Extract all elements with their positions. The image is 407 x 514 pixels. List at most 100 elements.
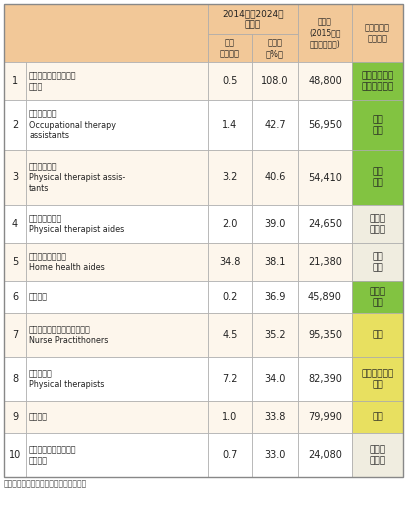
- Bar: [252, 243, 298, 281]
- Text: 108.0: 108.0: [261, 76, 289, 86]
- Bar: [298, 313, 352, 357]
- Bar: [26, 100, 208, 150]
- Bar: [208, 313, 252, 357]
- Bar: [4, 4, 208, 62]
- Text: 理学療法エイド
Physical therapist aides: 理学療法エイド Physical therapist aides: [29, 214, 124, 234]
- Bar: [208, 401, 252, 433]
- Bar: [208, 205, 252, 243]
- Bar: [26, 313, 208, 357]
- Bar: [298, 433, 352, 477]
- Bar: [4, 62, 26, 100]
- Text: 33.8: 33.8: [264, 412, 286, 422]
- Text: 36.9: 36.9: [264, 292, 286, 302]
- Text: 在宅医療スタッフ
Home health aides: 在宅医療スタッフ Home health aides: [29, 252, 105, 272]
- Text: 8: 8: [12, 374, 18, 384]
- Bar: [208, 34, 252, 62]
- Bar: [352, 433, 403, 477]
- Bar: [208, 150, 252, 205]
- Bar: [4, 313, 26, 357]
- Text: 1: 1: [12, 76, 18, 86]
- Text: 短大
卒業: 短大 卒業: [372, 115, 383, 135]
- Bar: [26, 357, 208, 401]
- Bar: [352, 357, 403, 401]
- Bar: [352, 401, 403, 433]
- Bar: [352, 243, 403, 281]
- Text: 人数
（万人）: 人数 （万人）: [220, 38, 240, 58]
- Bar: [4, 433, 26, 477]
- Bar: [352, 4, 403, 62]
- Bar: [4, 281, 26, 313]
- Text: 45,890: 45,890: [308, 292, 342, 302]
- Text: 専門学
校等: 専門学 校等: [370, 287, 385, 307]
- Text: 変化率
（%）: 変化率 （%）: [266, 38, 284, 58]
- Text: ナース・プラクティショナー
Nurse Practithoners: ナース・プラクティショナー Nurse Practithoners: [29, 325, 108, 345]
- Text: 学歴
不問: 学歴 不問: [372, 252, 383, 272]
- Text: 大学学科履修
（学位なし）: 大学学科履修 （学位なし）: [361, 71, 394, 91]
- Text: 0.2: 0.2: [222, 292, 238, 302]
- Text: 理学療法助手
Physical therapist assis-
tants: 理学療法助手 Physical therapist assis- tants: [29, 162, 125, 193]
- Bar: [298, 62, 352, 100]
- Text: 34.0: 34.0: [264, 374, 286, 384]
- Text: 修士: 修士: [372, 413, 383, 421]
- Bar: [208, 100, 252, 150]
- Bar: [298, 100, 352, 150]
- Bar: [4, 150, 26, 205]
- Text: 博士、専門職
学位: 博士、専門職 学位: [361, 369, 394, 389]
- Text: 高校卒
業程度: 高校卒 業程度: [370, 445, 385, 465]
- Text: 21,380: 21,380: [308, 257, 342, 267]
- Bar: [208, 62, 252, 100]
- Text: 年賃金
(2015年、
中央値、ドル): 年賃金 (2015年、 中央値、ドル): [309, 17, 341, 49]
- Bar: [252, 150, 298, 205]
- Bar: [26, 205, 208, 243]
- Text: 35.2: 35.2: [264, 330, 286, 340]
- Text: 5: 5: [12, 257, 18, 267]
- Bar: [26, 433, 208, 477]
- Text: 0.7: 0.7: [222, 450, 238, 460]
- Text: 38.1: 38.1: [264, 257, 286, 267]
- Text: 39.0: 39.0: [264, 219, 286, 229]
- Bar: [4, 100, 26, 150]
- Text: 2.0: 2.0: [222, 219, 238, 229]
- Text: 79,990: 79,990: [308, 412, 342, 422]
- Text: 24,650: 24,650: [308, 219, 342, 229]
- Bar: [26, 150, 208, 205]
- Bar: [252, 433, 298, 477]
- Text: 10: 10: [9, 450, 21, 460]
- Bar: [208, 357, 252, 401]
- Text: 7.2: 7.2: [222, 374, 238, 384]
- Bar: [352, 205, 403, 243]
- Bar: [208, 433, 252, 477]
- Bar: [298, 357, 352, 401]
- Text: 4.5: 4.5: [222, 330, 238, 340]
- Text: 1.0: 1.0: [222, 412, 238, 422]
- Bar: [4, 401, 26, 433]
- Text: 3.2: 3.2: [222, 173, 238, 182]
- Bar: [298, 150, 352, 205]
- Text: 理学療法士
Physical therapists: 理学療法士 Physical therapists: [29, 369, 104, 389]
- Bar: [252, 281, 298, 313]
- Text: 4: 4: [12, 219, 18, 229]
- Text: 短大
卒業: 短大 卒業: [372, 168, 383, 188]
- Bar: [26, 243, 208, 281]
- Bar: [298, 205, 352, 243]
- Bar: [352, 281, 403, 313]
- Bar: [298, 4, 352, 62]
- Bar: [298, 401, 352, 433]
- Text: 救急隊員（救急救命士
を除く）: 救急隊員（救急救命士 を除く）: [29, 445, 77, 465]
- Text: 54,410: 54,410: [308, 173, 342, 182]
- Text: 修士: 修士: [372, 331, 383, 340]
- Bar: [26, 62, 208, 100]
- Bar: [4, 205, 26, 243]
- Text: 高校卒
業程度: 高校卒 業程度: [370, 214, 385, 234]
- Text: 82,390: 82,390: [308, 374, 342, 384]
- Bar: [26, 401, 208, 433]
- Text: 42.7: 42.7: [264, 120, 286, 130]
- Bar: [208, 243, 252, 281]
- Text: 9: 9: [12, 412, 18, 422]
- Text: 6: 6: [12, 292, 18, 302]
- Bar: [252, 313, 298, 357]
- Text: 33.0: 33.0: [264, 450, 286, 460]
- Bar: [208, 4, 298, 34]
- Text: 7: 7: [12, 330, 18, 340]
- Bar: [298, 281, 352, 313]
